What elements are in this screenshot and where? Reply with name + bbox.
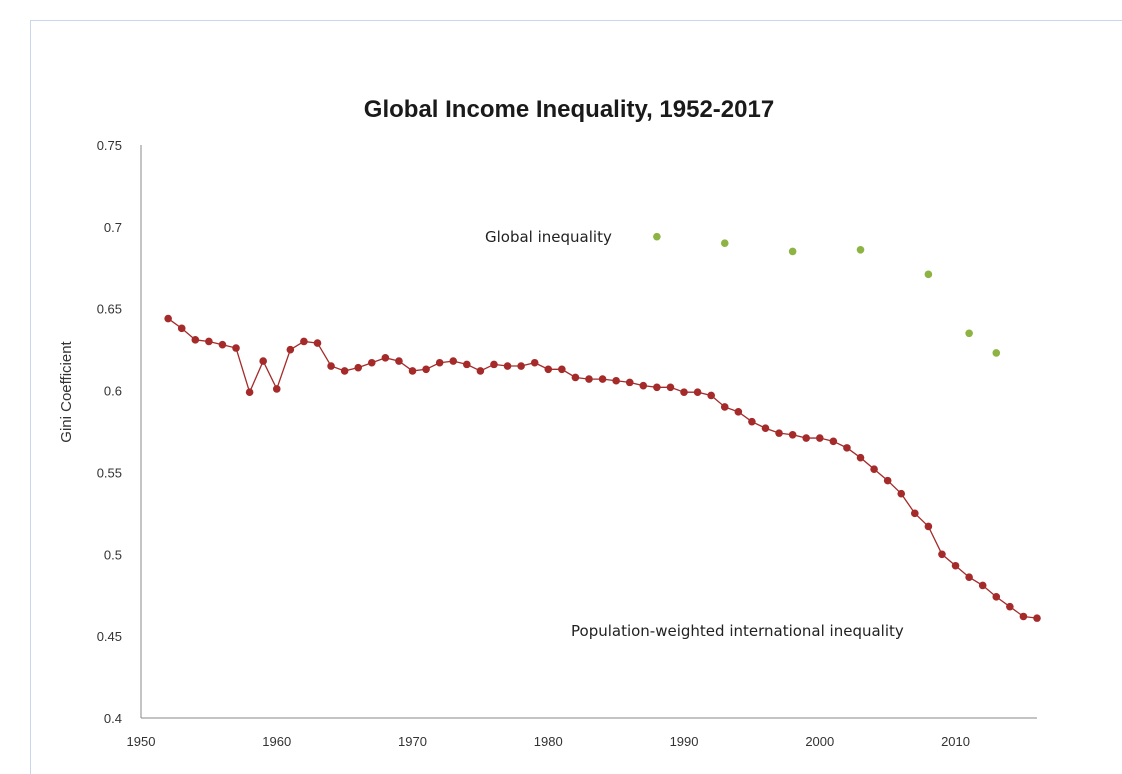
data-point bbox=[748, 417, 756, 426]
data-point bbox=[734, 408, 743, 416]
x-tick-label: 1970 bbox=[398, 734, 427, 749]
data-point bbox=[775, 429, 783, 437]
data-point bbox=[897, 489, 906, 498]
data-point bbox=[829, 437, 838, 446]
data-point bbox=[1019, 612, 1028, 621]
x-tick-label: 1950 bbox=[127, 734, 156, 749]
x-tick-label: 2000 bbox=[805, 734, 834, 749]
data-point bbox=[815, 434, 824, 442]
global-inequality-annotation: Global inequality bbox=[485, 228, 612, 246]
chart-title: Global Income Inequality, 1952-2017 bbox=[364, 96, 774, 123]
data-point bbox=[720, 403, 729, 411]
data-point bbox=[802, 434, 811, 442]
data-point bbox=[313, 339, 322, 347]
series-population-weighted bbox=[164, 314, 1041, 622]
data-point bbox=[1006, 602, 1014, 611]
data-point bbox=[653, 383, 661, 392]
data-point bbox=[1033, 614, 1041, 622]
data-point bbox=[435, 358, 444, 367]
data-point bbox=[490, 360, 498, 369]
y-tick-labels: 0.4 0.45 0.5 0.55 0.6 0.65 0.7 0.75 bbox=[97, 138, 122, 726]
data-point bbox=[978, 581, 987, 590]
series-line bbox=[167, 318, 1038, 619]
y-tick-label: 0.7 bbox=[104, 220, 122, 235]
data-point bbox=[761, 424, 770, 433]
data-point bbox=[327, 362, 335, 370]
data-point bbox=[232, 344, 240, 352]
data-point bbox=[395, 357, 403, 365]
series-layer bbox=[164, 232, 1041, 622]
data-point bbox=[951, 561, 960, 570]
data-point bbox=[286, 345, 295, 354]
y-tick-label: 0.5 bbox=[104, 547, 122, 562]
data-point bbox=[245, 388, 254, 397]
data-point bbox=[612, 376, 620, 385]
data-point bbox=[476, 367, 485, 375]
data-point bbox=[992, 593, 1001, 601]
y-axis-label: Gini Coefficient bbox=[58, 340, 75, 442]
data-point bbox=[965, 329, 973, 338]
data-point bbox=[177, 324, 186, 333]
y-tick-label: 0.75 bbox=[97, 138, 122, 153]
data-point bbox=[463, 360, 471, 369]
population-weighted-annotation: Population-weighted international inequa… bbox=[571, 622, 904, 640]
data-point bbox=[300, 337, 308, 346]
chart-frame bbox=[30, 20, 1122, 774]
data-point bbox=[503, 362, 512, 370]
data-point bbox=[911, 509, 919, 518]
y-tick-label: 0.6 bbox=[104, 384, 122, 399]
data-point bbox=[680, 388, 688, 397]
data-point bbox=[883, 476, 892, 485]
data-point bbox=[666, 383, 675, 392]
data-point bbox=[788, 430, 797, 439]
data-point bbox=[924, 522, 933, 531]
data-point bbox=[720, 239, 729, 248]
data-point bbox=[870, 465, 878, 473]
x-tick-label: 1990 bbox=[670, 734, 699, 749]
data-point bbox=[340, 367, 349, 375]
data-point bbox=[843, 444, 851, 452]
data-point bbox=[530, 358, 539, 367]
data-point bbox=[788, 247, 797, 256]
data-point bbox=[205, 337, 213, 346]
y-tick-label: 0.4 bbox=[104, 711, 122, 726]
data-point bbox=[367, 358, 376, 367]
data-point bbox=[354, 363, 363, 372]
data-point bbox=[625, 378, 634, 387]
data-point bbox=[992, 349, 1001, 357]
data-point bbox=[449, 357, 458, 365]
y-tick-label: 0.65 bbox=[97, 302, 122, 317]
data-point bbox=[965, 573, 973, 582]
data-point bbox=[422, 365, 430, 374]
data-point bbox=[381, 354, 390, 362]
data-point bbox=[259, 357, 267, 365]
data-point bbox=[653, 232, 661, 241]
x-tick-labels: 1950 1960 1970 1980 1990 2000 2010 bbox=[127, 734, 970, 749]
data-point bbox=[218, 340, 227, 349]
x-tick-label: 1960 bbox=[262, 734, 291, 749]
data-point bbox=[585, 375, 593, 383]
data-point bbox=[938, 550, 946, 559]
data-point bbox=[408, 367, 417, 375]
data-point bbox=[571, 373, 580, 382]
data-point bbox=[272, 385, 281, 393]
series-global bbox=[653, 232, 1001, 357]
data-point bbox=[693, 388, 702, 397]
data-point bbox=[164, 314, 172, 323]
x-tick-label: 1980 bbox=[534, 734, 563, 749]
data-point bbox=[639, 381, 648, 390]
y-tick-label: 0.55 bbox=[97, 465, 122, 480]
data-point bbox=[558, 365, 566, 374]
x-tick-label: 2010 bbox=[941, 734, 970, 749]
data-point bbox=[707, 391, 715, 400]
data-point bbox=[856, 453, 865, 462]
data-point bbox=[517, 362, 525, 370]
y-tick-label: 0.45 bbox=[97, 629, 122, 644]
data-point bbox=[598, 375, 607, 383]
data-point bbox=[191, 336, 200, 344]
data-point bbox=[924, 270, 933, 279]
data-point bbox=[544, 365, 553, 374]
data-point bbox=[856, 245, 865, 254]
